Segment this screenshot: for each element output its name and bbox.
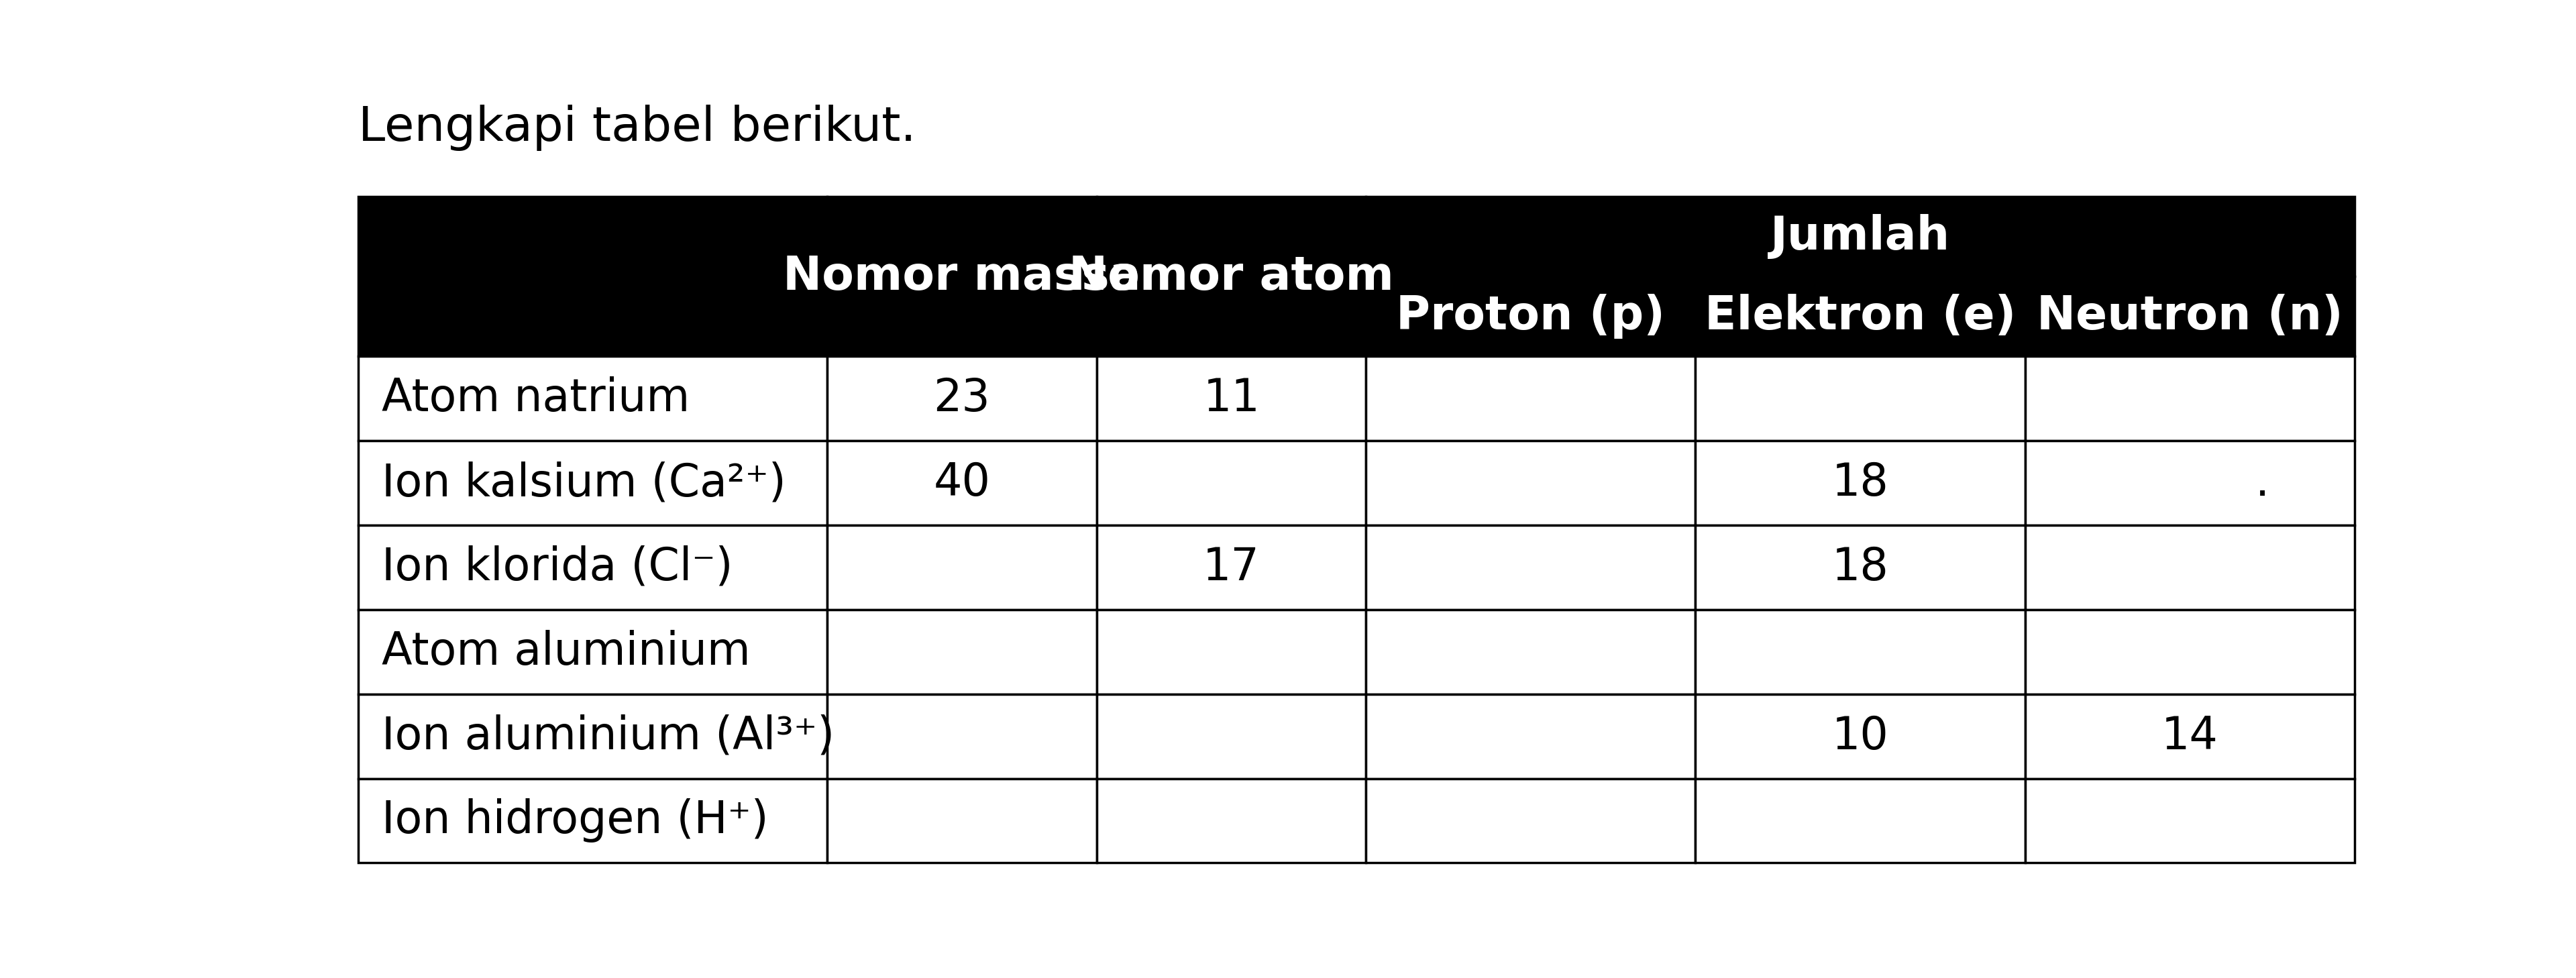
Text: 11: 11: [1203, 377, 1260, 421]
Bar: [1097, 441, 1365, 525]
Bar: [1365, 609, 1695, 694]
Bar: [827, 356, 1097, 441]
Text: 17: 17: [1203, 546, 1260, 590]
Text: Atom natrium: Atom natrium: [381, 377, 690, 421]
Bar: [2025, 525, 2354, 609]
Bar: [2025, 694, 2354, 778]
Text: 14: 14: [2161, 714, 2218, 758]
Bar: [358, 441, 827, 525]
Bar: [2025, 609, 2354, 694]
Bar: [1365, 277, 1695, 356]
Bar: [827, 609, 1097, 694]
Bar: [1365, 441, 1695, 525]
Bar: [358, 525, 827, 609]
Text: Ion hidrogen (H⁺): Ion hidrogen (H⁺): [381, 799, 768, 843]
Bar: [1365, 356, 1695, 441]
Text: Nomor atom: Nomor atom: [1069, 254, 1394, 299]
Bar: [358, 197, 827, 356]
Bar: [1695, 277, 2025, 356]
Bar: [1365, 197, 2354, 277]
Bar: [358, 609, 827, 694]
Bar: [1695, 441, 2025, 525]
Bar: [1097, 356, 1365, 441]
Text: Nomor massa: Nomor massa: [783, 254, 1141, 299]
Bar: [1695, 609, 2025, 694]
Bar: [1097, 694, 1365, 778]
Bar: [1695, 525, 2025, 609]
Text: 18: 18: [1832, 461, 1888, 506]
Bar: [827, 441, 1097, 525]
Text: 10: 10: [1832, 714, 1888, 758]
Bar: [358, 778, 827, 863]
Text: Lengkapi tabel berikut.: Lengkapi tabel berikut.: [358, 105, 914, 152]
Text: Ion aluminium (Al³⁺): Ion aluminium (Al³⁺): [381, 714, 835, 758]
Bar: [827, 525, 1097, 609]
Text: Ion klorida (Cl⁻): Ion klorida (Cl⁻): [381, 546, 734, 590]
Bar: [827, 197, 1097, 356]
Bar: [358, 356, 827, 441]
Bar: [1097, 778, 1365, 863]
Text: .: .: [2254, 461, 2269, 506]
Bar: [1365, 525, 1695, 609]
Bar: [2025, 441, 2354, 525]
Bar: [1097, 609, 1365, 694]
Bar: [827, 694, 1097, 778]
Text: Atom aluminium: Atom aluminium: [381, 630, 750, 674]
Bar: [2025, 277, 2354, 356]
Bar: [1097, 525, 1365, 609]
Bar: [2025, 778, 2354, 863]
Text: Jumlah: Jumlah: [1770, 214, 1950, 259]
Bar: [827, 778, 1097, 863]
Bar: [1097, 197, 1365, 356]
Text: 18: 18: [1832, 546, 1888, 590]
Text: 40: 40: [933, 461, 989, 506]
Bar: [2025, 356, 2354, 441]
Bar: [1365, 778, 1695, 863]
Text: Proton (p): Proton (p): [1396, 294, 1664, 338]
Text: Ion kalsium (Ca²⁺): Ion kalsium (Ca²⁺): [381, 461, 786, 506]
Text: 23: 23: [933, 377, 989, 421]
Bar: [1695, 356, 2025, 441]
Bar: [358, 694, 827, 778]
Bar: [1695, 778, 2025, 863]
Text: Elektron (e): Elektron (e): [1705, 294, 2017, 338]
Text: Neutron (n): Neutron (n): [2038, 294, 2342, 338]
Bar: [1695, 694, 2025, 778]
Bar: [1365, 694, 1695, 778]
